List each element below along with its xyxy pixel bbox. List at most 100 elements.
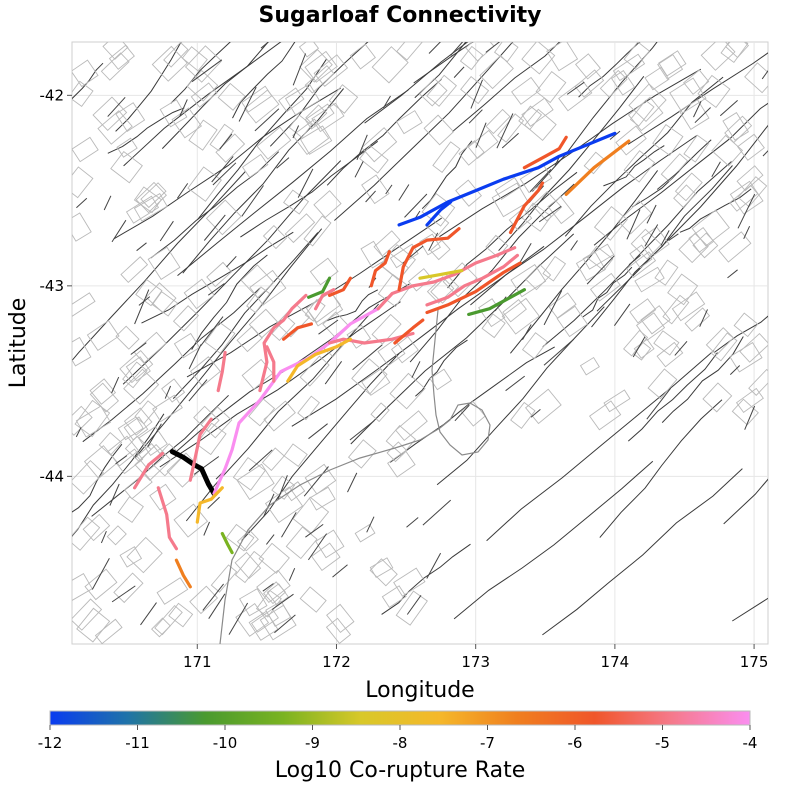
fault-subsection <box>683 134 710 163</box>
fault-subsection <box>722 111 750 141</box>
fault-segment <box>100 531 107 544</box>
fault-subsection <box>459 45 484 71</box>
fault-subsection <box>72 573 93 604</box>
fault-subsection <box>325 617 352 644</box>
rupture-lake-heron <box>265 345 276 383</box>
fault-segment <box>303 466 329 497</box>
fault-trace <box>364 42 469 124</box>
fault-subsection <box>125 356 151 382</box>
fault-trace <box>291 245 545 427</box>
fault-subsection <box>159 99 188 128</box>
fault-subsection <box>354 523 376 543</box>
fault-segment <box>347 472 358 493</box>
fault-subsection <box>304 50 338 83</box>
fault-subsection <box>640 305 671 335</box>
rupture-hope <box>376 246 517 311</box>
fault-network-basemap <box>72 42 768 644</box>
coastline <box>219 309 491 644</box>
fault-segment <box>115 455 128 465</box>
fault-subsection <box>546 42 579 72</box>
fault-segment <box>411 361 421 378</box>
fault-subsection <box>369 558 398 587</box>
fault-subsection <box>593 206 628 241</box>
fault-subsection <box>189 585 219 615</box>
fault-subsection <box>107 435 140 467</box>
fault-subsection <box>371 313 402 345</box>
fault-subsection <box>683 69 710 95</box>
fault-trace <box>627 352 718 442</box>
fault-subsection <box>140 182 167 209</box>
fault-subsection <box>396 110 423 135</box>
fault-subsection <box>98 431 123 456</box>
fault-segment <box>646 204 657 224</box>
fault-subsection <box>692 232 719 259</box>
fault-trace <box>123 42 282 167</box>
rupture-porters-pass-amberley <box>212 307 380 496</box>
fault-subsection <box>206 261 233 288</box>
fault-trace <box>453 460 654 620</box>
fault-segment <box>475 122 487 148</box>
fault-segment <box>743 225 751 240</box>
fault-segment <box>212 162 237 186</box>
fault-segment <box>138 296 151 306</box>
fault-subsection <box>173 332 201 359</box>
fault-subsection <box>634 266 665 293</box>
fault-subsection <box>718 231 752 263</box>
rupture-waipapa <box>393 318 425 345</box>
fault-subsection <box>241 153 269 178</box>
fault-segment <box>111 219 127 243</box>
fault-segment <box>711 161 721 178</box>
fault-segment <box>107 96 126 117</box>
fault-trace <box>170 42 231 104</box>
fault-subsection <box>657 53 684 80</box>
fault-subsection <box>124 435 152 463</box>
fault-subsection <box>110 150 143 184</box>
fault-subsection <box>535 70 567 104</box>
fault-segment <box>422 499 452 526</box>
fault-subsection <box>100 52 130 81</box>
fault-subsection <box>610 69 636 96</box>
fault-segment <box>744 405 756 430</box>
fault-subsection <box>305 104 328 127</box>
fault-segment <box>632 336 646 358</box>
fault-subsection <box>248 308 279 339</box>
fault-subsection <box>521 202 552 232</box>
fault-subsection <box>284 83 320 116</box>
fault-subsection <box>658 50 687 77</box>
fault-segment <box>538 205 562 223</box>
fault-segment <box>193 456 220 475</box>
fault-trace <box>599 399 723 538</box>
fault-subsection <box>623 150 656 183</box>
fault-subsection <box>200 406 233 439</box>
fault-subsection <box>92 96 128 132</box>
fault-subsection <box>82 513 111 542</box>
fault-trace <box>596 124 768 312</box>
rupture-wairau <box>397 131 617 227</box>
fault-subsection <box>390 336 419 364</box>
fault-subsection <box>386 441 408 463</box>
fault-segment <box>76 197 88 209</box>
fault-subsection <box>292 496 330 534</box>
rupture-sugarloaf <box>169 449 217 496</box>
fault-segment <box>277 475 288 500</box>
fault-subsection <box>423 114 455 146</box>
fault-segment <box>719 100 738 117</box>
fault-segment <box>134 289 150 325</box>
rupture-clarence <box>508 181 545 235</box>
fault-subsection <box>236 529 259 552</box>
fault-subsection <box>579 356 600 376</box>
fault-segment <box>529 169 552 193</box>
fault-segment <box>382 95 391 109</box>
fault-trace <box>182 88 344 274</box>
fault-subsection <box>225 523 255 552</box>
fault-subsection <box>652 124 684 156</box>
rupture-springfield <box>282 322 313 341</box>
fault-segment <box>103 195 112 211</box>
fault-segment <box>365 190 376 203</box>
colorbar-tick-label: -12 <box>38 734 63 752</box>
fault-subsection <box>297 395 321 421</box>
fault-subsection <box>521 42 556 75</box>
fault-segment <box>727 269 738 279</box>
fault-subsection <box>189 356 221 387</box>
fault-trace <box>241 353 400 541</box>
